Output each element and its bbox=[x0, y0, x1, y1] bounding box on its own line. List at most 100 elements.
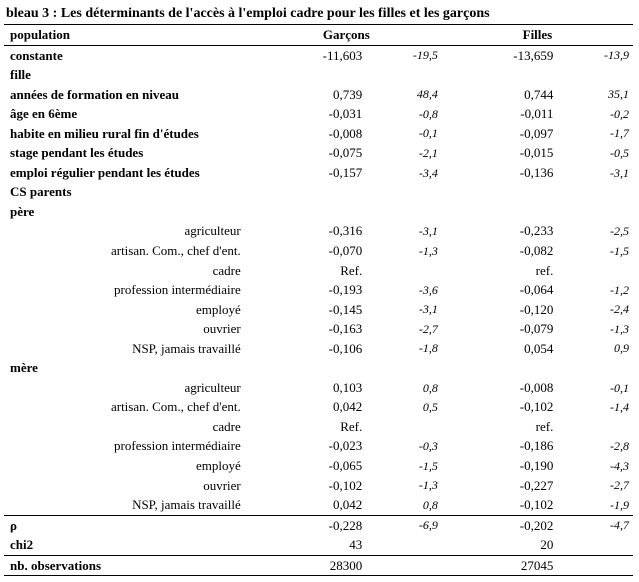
garcons-t: -1,3 bbox=[366, 241, 442, 261]
row-label: âge en 6ème bbox=[4, 104, 251, 124]
filles-t: -4,3 bbox=[557, 456, 633, 476]
filles-value bbox=[442, 65, 558, 85]
garcons-value bbox=[251, 65, 367, 85]
row-label: profession intermédiaire bbox=[4, 436, 251, 456]
table-sub-row: ouvrier-0,163-2,7-0,079-1,3 bbox=[4, 319, 633, 339]
table-sub-row: ouvrier-0,102-1,3-0,227-2,7 bbox=[4, 476, 633, 496]
row-label: employé bbox=[4, 300, 251, 320]
garcons-t: 0,8 bbox=[366, 495, 442, 515]
row-label: cadre bbox=[4, 261, 251, 281]
chi2-filles: 20 bbox=[442, 535, 558, 555]
filles-t: -13,9 bbox=[557, 45, 633, 65]
garcons-value: -0,023 bbox=[251, 436, 367, 456]
garcons-value: -0,145 bbox=[251, 300, 367, 320]
filles-value: -0,102 bbox=[442, 397, 558, 417]
filles-t: -1,7 bbox=[557, 124, 633, 144]
garcons-t: -0,8 bbox=[366, 104, 442, 124]
row-label: artisan. Com., chef d'ent. bbox=[4, 397, 251, 417]
filles-t: -1,4 bbox=[557, 397, 633, 417]
garcons-t: 0,5 bbox=[366, 397, 442, 417]
mere-header-row: mère bbox=[4, 358, 633, 378]
table-row: habite en milieu rural fin d'études-0,00… bbox=[4, 124, 633, 144]
filles-t: -1,2 bbox=[557, 280, 633, 300]
filles-t: -0,1 bbox=[557, 378, 633, 398]
garcons-t: -3,1 bbox=[366, 221, 442, 241]
garcons-value: 0,103 bbox=[251, 378, 367, 398]
row-label: père bbox=[4, 202, 251, 222]
filles-value: -0,064 bbox=[442, 280, 558, 300]
garcons-t bbox=[366, 261, 442, 281]
row-label: ouvrier bbox=[4, 476, 251, 496]
filles-value: -0,011 bbox=[442, 104, 558, 124]
filles-value: -0,120 bbox=[442, 300, 558, 320]
filles-value bbox=[442, 182, 558, 202]
obs-filles: 27045 bbox=[442, 555, 558, 576]
filles-t bbox=[557, 202, 633, 222]
garcons-value: -0,065 bbox=[251, 456, 367, 476]
garcons-value: -0,163 bbox=[251, 319, 367, 339]
garcons-t bbox=[366, 202, 442, 222]
garcons-value: -0,031 bbox=[251, 104, 367, 124]
garcons-t: -3,6 bbox=[366, 280, 442, 300]
garcons-value: 0,042 bbox=[251, 397, 367, 417]
filles-value: -13,659 bbox=[442, 45, 558, 65]
filles-t: -1,3 bbox=[557, 319, 633, 339]
header-population: population bbox=[4, 25, 251, 46]
row-label: constante bbox=[4, 45, 251, 65]
table-sub-row: artisan. Com., chef d'ent.0,0420,5-0,102… bbox=[4, 397, 633, 417]
filles-t: -2,5 bbox=[557, 221, 633, 241]
garcons-value: 0,739 bbox=[251, 85, 367, 105]
table-sub-row: NSP, jamais travaillé-0,106-1,80,0540,9 bbox=[4, 339, 633, 359]
table-sub-row: profession intermédiaire-0,023-0,3-0,186… bbox=[4, 436, 633, 456]
row-label: agriculteur bbox=[4, 221, 251, 241]
filles-t: -2,4 bbox=[557, 300, 633, 320]
chi2-garcons: 43 bbox=[251, 535, 367, 555]
garcons-t: 48,4 bbox=[366, 85, 442, 105]
garcons-t: 0,8 bbox=[366, 378, 442, 398]
filles-t: -2,8 bbox=[557, 436, 633, 456]
table-sub-row: employé-0,065-1,5-0,190-4,3 bbox=[4, 456, 633, 476]
rho-row: ρ -0,228 -6,9 -0,202 -4,7 bbox=[4, 515, 633, 535]
row-label: années de formation en niveau bbox=[4, 85, 251, 105]
garcons-value: 0,042 bbox=[251, 495, 367, 515]
garcons-t: -1,8 bbox=[366, 339, 442, 359]
garcons-value: -0,157 bbox=[251, 163, 367, 183]
table-row: fille bbox=[4, 65, 633, 85]
filles-t bbox=[557, 261, 633, 281]
row-label: stage pendant les études bbox=[4, 143, 251, 163]
garcons-value bbox=[251, 202, 367, 222]
filles-t bbox=[557, 65, 633, 85]
table-sub-row: NSP, jamais travaillé0,0420,8-0,102-1,9 bbox=[4, 495, 633, 515]
row-label: cadre bbox=[4, 417, 251, 437]
filles-value: -0,190 bbox=[442, 456, 558, 476]
row-label: employé bbox=[4, 456, 251, 476]
row-label: emploi régulier pendant les études bbox=[4, 163, 251, 183]
filles-t: 35,1 bbox=[557, 85, 633, 105]
table-sub-row: cadreRef. ref. bbox=[4, 261, 633, 281]
garcons-t bbox=[366, 65, 442, 85]
garcons-t: -19,5 bbox=[366, 45, 442, 65]
garcons-value: -0,193 bbox=[251, 280, 367, 300]
garcons-value: Ref. bbox=[251, 261, 367, 281]
filles-value: ref. bbox=[442, 417, 558, 437]
table-sub-row: agriculteur0,1030,8-0,008-0,1 bbox=[4, 378, 633, 398]
filles-value: -0,008 bbox=[442, 378, 558, 398]
filles-value: -0,227 bbox=[442, 476, 558, 496]
filles-value: -0,136 bbox=[442, 163, 558, 183]
row-label: ouvrier bbox=[4, 319, 251, 339]
filles-value: ref. bbox=[442, 261, 558, 281]
garcons-value: -0,316 bbox=[251, 221, 367, 241]
obs-garcons: 28300 bbox=[251, 555, 367, 576]
rho-garcons-val: -0,228 bbox=[251, 515, 367, 535]
row-label: fille bbox=[4, 65, 251, 85]
table-row: constante-11,603-19,5-13,659-13,9 bbox=[4, 45, 633, 65]
table-row: CS parents bbox=[4, 182, 633, 202]
table-sub-row: cadreRef.ref. bbox=[4, 417, 633, 437]
table-sub-row: profession intermédiaire-0,193-3,6-0,064… bbox=[4, 280, 633, 300]
row-label: agriculteur bbox=[4, 378, 251, 398]
header-garcons: Garçons bbox=[251, 25, 442, 46]
table-row: stage pendant les études-0,075-2,1-0,015… bbox=[4, 143, 633, 163]
table-row: père bbox=[4, 202, 633, 222]
filles-t: -1,9 bbox=[557, 495, 633, 515]
garcons-t: -2,1 bbox=[366, 143, 442, 163]
